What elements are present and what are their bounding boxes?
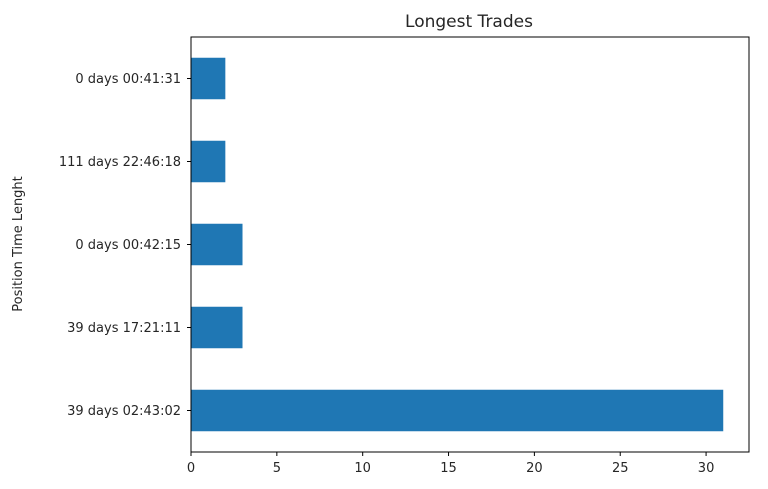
- bar: [191, 223, 243, 266]
- y-tick-label: 0 days 00:42:15: [75, 238, 181, 253]
- x-tick-label: 20: [526, 461, 543, 476]
- y-axis-ticks: 39 days 02:43:02 39 days 17:21:11 0 days 0…: [59, 72, 191, 419]
- bar: [191, 57, 226, 100]
- x-tick-label: 10: [354, 461, 371, 476]
- bar: [191, 306, 243, 349]
- x-tick-label: 25: [612, 461, 629, 476]
- x-tick-label: 30: [698, 461, 715, 476]
- x-tick-label: 5: [273, 461, 281, 476]
- y-axis-label: Position Time Lenght: [11, 176, 26, 312]
- chart-title: Longest Trades: [405, 12, 533, 32]
- y-tick-label: 0 days 00:41:31: [75, 72, 181, 87]
- bars-group: [191, 57, 724, 432]
- x-tick-label: 15: [440, 461, 457, 476]
- plot-frame: [190, 36, 750, 453]
- x-axis-ticks: 0 5 10 15 20 25 30: [187, 452, 714, 476]
- y-tick-label: 39 days 02:43:02: [67, 404, 181, 419]
- bar: [191, 140, 226, 183]
- y-tick-label: 39 days 17:21:11: [67, 321, 181, 336]
- x-tick-label: 0: [187, 461, 195, 476]
- y-tick-label: 111 days 22:46:18: [59, 155, 181, 170]
- bar: [191, 389, 724, 432]
